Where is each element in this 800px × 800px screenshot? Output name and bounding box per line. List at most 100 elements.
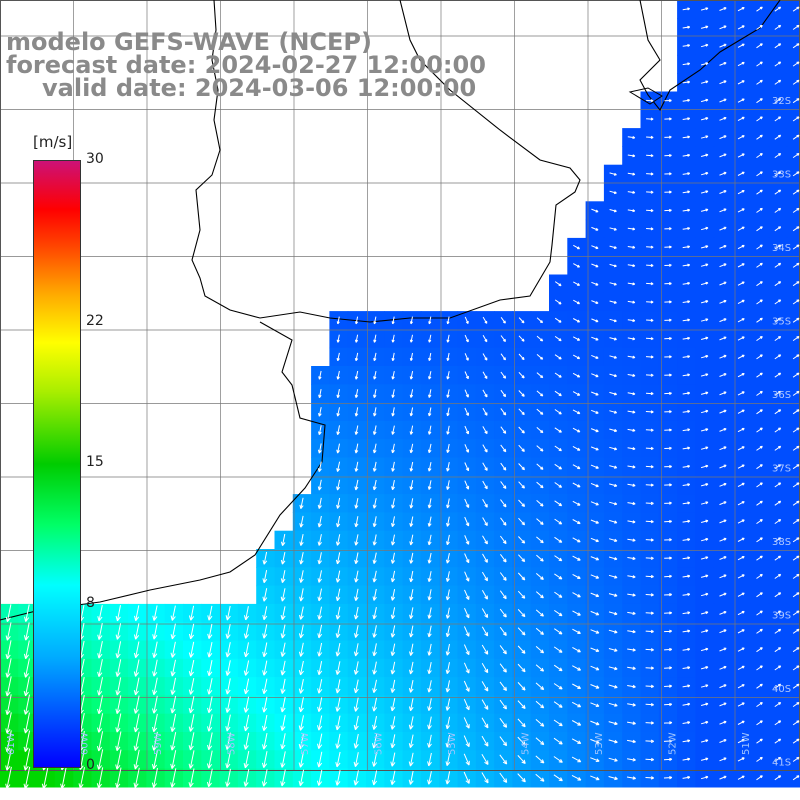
wind-arrow (464, 425, 469, 435)
wind-arrow (464, 498, 470, 508)
wind-arrow (5, 622, 12, 641)
wind-arrow (682, 227, 691, 231)
wind-arrow (335, 624, 341, 638)
wind-arrow (427, 680, 432, 693)
wind-arrow (427, 516, 432, 527)
wind-arrow (23, 748, 31, 771)
wind-arrow (719, 25, 727, 30)
wind-arrow (445, 571, 450, 582)
wind-arrow (646, 318, 654, 322)
longitude-label: 55W (447, 732, 458, 755)
coastline (0, 0, 781, 621)
wind-arrow (664, 574, 672, 578)
wind-arrow (409, 370, 414, 380)
wind-arrow (737, 98, 745, 103)
wind-arrow (700, 739, 709, 743)
wind-arrow (682, 775, 691, 780)
wind-arrow (737, 43, 745, 48)
wind-arrow (390, 770, 396, 786)
wind-arrow (700, 428, 709, 432)
wind-arrow (335, 661, 341, 675)
wind-arrow (499, 663, 507, 673)
wind-arrow (719, 556, 727, 560)
wind-arrow (427, 698, 432, 712)
wind-arrow (318, 407, 322, 417)
wind-arrow (756, 537, 763, 543)
wind-arrow (682, 391, 691, 395)
wind-arrow (700, 556, 709, 560)
wind-arrow (572, 610, 581, 616)
wind-arrow (554, 628, 563, 635)
wind-arrow (792, 24, 800, 30)
wind-arrow (391, 389, 395, 398)
wind-arrow (664, 684, 673, 688)
wind-arrow (792, 171, 800, 177)
coastline-east (639, 0, 781, 112)
wind-arrow (354, 625, 359, 638)
wind-arrow (645, 574, 654, 579)
wind-arrow (428, 316, 432, 325)
wind-speed-cell (786, 73, 800, 93)
wind-arrow (335, 570, 341, 583)
wind-arrow (23, 694, 30, 715)
wind-arrow (372, 534, 377, 546)
wind-arrow (645, 739, 655, 743)
wind-arrow (481, 662, 489, 674)
wind-arrow (756, 79, 763, 85)
wind-arrow (609, 410, 618, 414)
wind-arrow (682, 7, 691, 11)
wind-arrow (298, 715, 304, 731)
wind-speed-cell (786, 256, 800, 276)
wind-arrow (372, 734, 378, 749)
wind-arrow (682, 409, 691, 414)
wind-arrow (427, 461, 432, 472)
wind-arrow (373, 370, 377, 380)
wind-arrow (353, 733, 359, 749)
wind-arrow (700, 684, 709, 688)
wind-arrow (243, 714, 250, 732)
wind-arrow (572, 336, 581, 341)
wind-arrow (774, 134, 782, 140)
wind-arrow (737, 629, 745, 634)
wind-arrow (792, 628, 800, 634)
wind-arrow (719, 62, 727, 66)
wind-arrow (664, 501, 672, 505)
wind-arrow (664, 300, 672, 304)
wind-arrow (499, 572, 507, 581)
wind-arrow (608, 739, 618, 744)
latitude-label: 37S (772, 464, 791, 475)
wind-arrow (664, 282, 672, 286)
wind-arrow (792, 519, 800, 525)
wind-arrow (609, 465, 618, 469)
wind-arrow (390, 625, 396, 638)
wind-arrow (536, 408, 544, 415)
wind-arrow (774, 207, 782, 213)
wind-arrow (446, 389, 450, 398)
wind-arrow (133, 713, 140, 733)
wind-arrow (554, 555, 563, 562)
wind-arrow (682, 263, 691, 267)
wind-arrow (151, 731, 158, 751)
wind-arrow (390, 552, 396, 564)
wind-arrow (554, 281, 562, 287)
wind-arrow (627, 300, 636, 304)
wind-arrow (390, 661, 396, 675)
wind-arrow (481, 754, 489, 766)
wind-arrow (517, 718, 526, 728)
wind-arrow (298, 642, 304, 657)
wind-arrow (756, 573, 763, 579)
wind-arrow (298, 697, 304, 713)
wind-arrow (627, 575, 636, 579)
wind-arrow (645, 355, 654, 359)
wind-arrow (353, 661, 359, 675)
wind-arrow (756, 756, 763, 762)
wind-arrow (354, 606, 359, 620)
wind-arrow (572, 555, 581, 561)
wind-arrow (682, 62, 691, 66)
wind-arrow (719, 135, 727, 140)
wind-arrow (188, 678, 195, 695)
wind-arrow (482, 335, 488, 343)
wind-arrow (464, 334, 469, 343)
wind-arrow (756, 445, 763, 451)
